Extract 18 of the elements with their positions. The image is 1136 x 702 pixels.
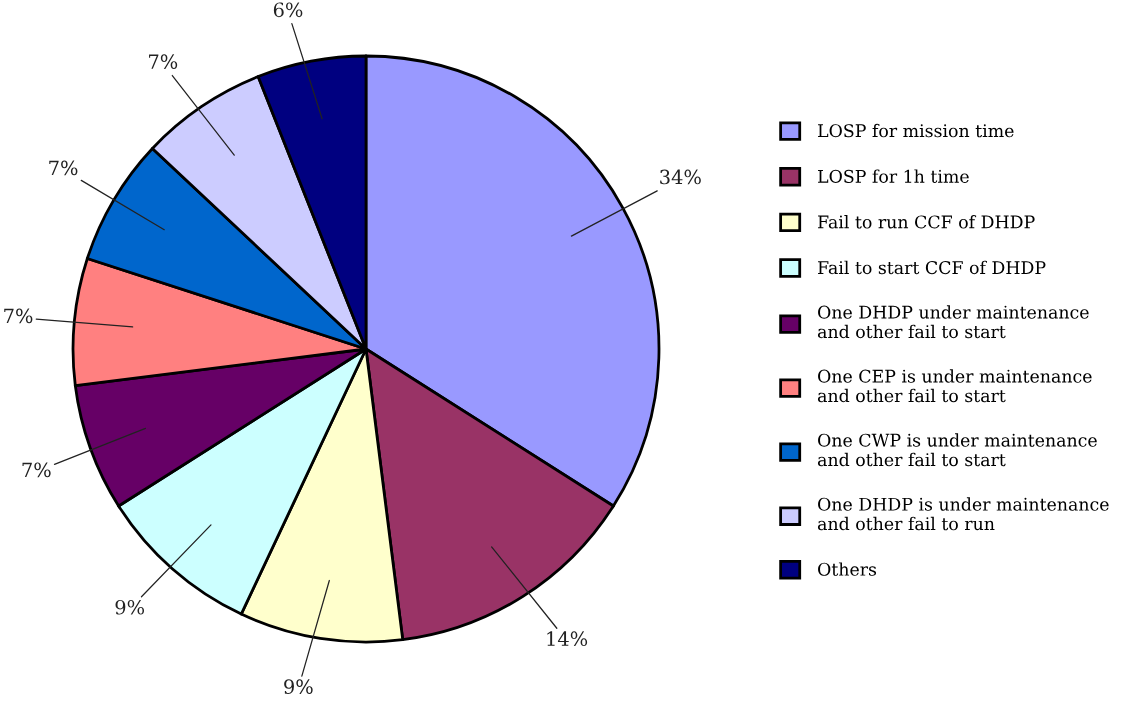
legend-label: Others [818, 562, 877, 576]
legend-label: Fail to run CCF of DHDP [818, 215, 1035, 229]
data-label: 7% [149, 54, 178, 69]
data-label: 9% [115, 599, 145, 615]
legend-label: One CEP is under maintenance and other fail to start [817, 369, 1092, 403]
legend-label: LOSP for 1h time [818, 169, 969, 183]
data-label: 7% [49, 160, 78, 176]
legend-label: Fail to start CCF of DHDP [818, 260, 1046, 275]
data-label: 9% [284, 679, 313, 694]
data-label: 6% [273, 2, 303, 18]
data-label: 7% [22, 462, 51, 478]
legend-label: One DHDP is under maintenance and other fail to run [817, 497, 1109, 531]
data-label: 34% [660, 169, 701, 185]
legend-label: One DHDP under maintenance and other fail to start [817, 305, 1089, 339]
legend-label: LOSP for mission time [818, 123, 1014, 138]
data-label: 7% [4, 308, 33, 324]
data-label: 14% [547, 631, 588, 647]
legend-label: One CWP is under maintenance and other fail to start [817, 433, 1097, 467]
